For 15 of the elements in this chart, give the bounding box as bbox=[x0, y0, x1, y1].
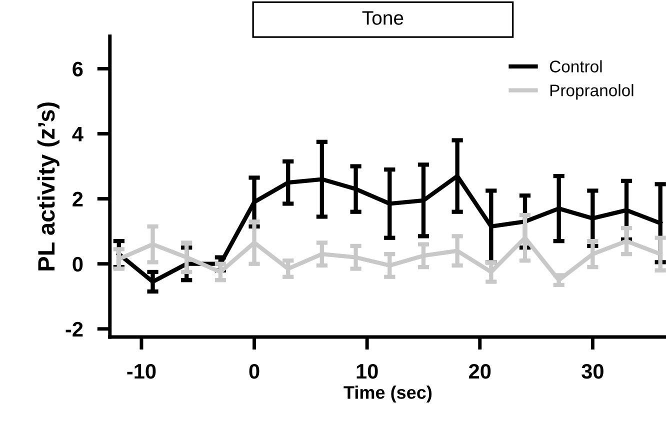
x-tick-label: 20 bbox=[469, 364, 491, 379]
text: Tone bbox=[362, 11, 404, 25]
x-tick-label: 10 bbox=[356, 364, 378, 379]
x-axis-title: Time (sec) bbox=[344, 386, 432, 402]
y-tick-label: 4 bbox=[72, 126, 84, 142]
x-tick-label: 0 bbox=[249, 364, 260, 379]
y-tick-label: -2 bbox=[66, 322, 83, 336]
y-axis-title: PL activity (z’s) bbox=[37, 102, 60, 270]
legend-label: Control bbox=[550, 60, 602, 72]
y-tick-label: 0 bbox=[72, 256, 83, 272]
x-tick-label: 30 bbox=[582, 364, 604, 379]
x-tick-label: -10 bbox=[127, 364, 156, 379]
y-tick-label: 2 bbox=[72, 192, 83, 206]
legend-label: Propranolol bbox=[550, 84, 634, 100]
y-tick-label: 6 bbox=[72, 62, 83, 76]
